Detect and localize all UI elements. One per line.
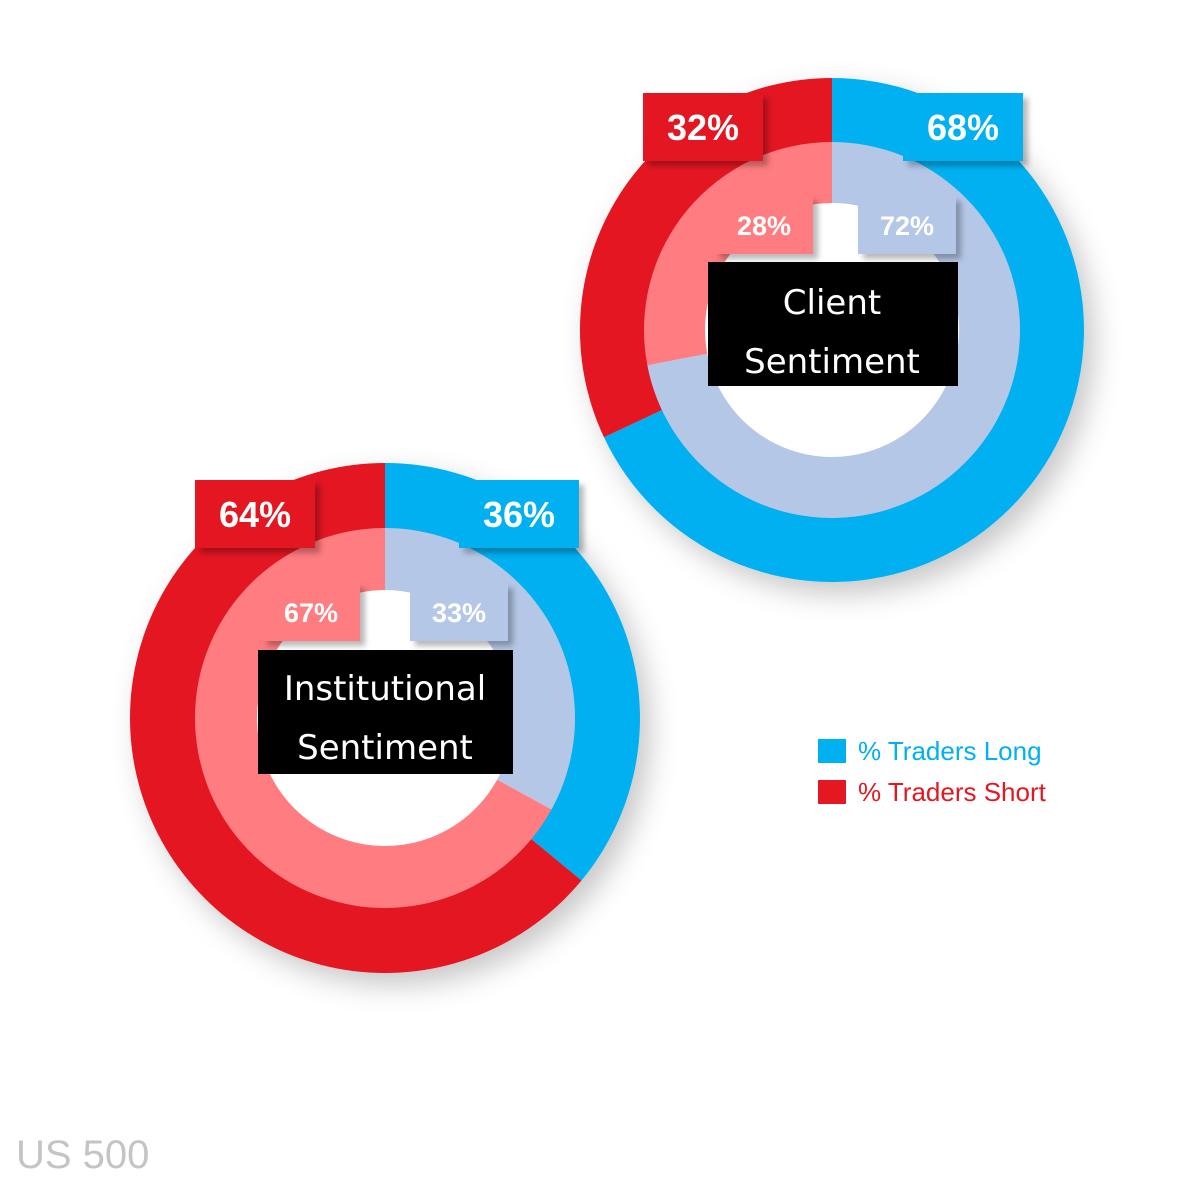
legend-label-long: % Traders Long (858, 736, 1042, 766)
client-outer-long-label-box (903, 93, 1023, 161)
institutional-outer-long-label-box (459, 480, 579, 548)
client-outer-long-label: 68% (927, 107, 999, 148)
institutional-inner-long-label-box (410, 583, 508, 641)
client-center-title-line-1: Client (783, 283, 881, 323)
client-inner-short-label: 28% (737, 211, 791, 241)
client-center-title-box (708, 262, 958, 386)
donut-client: Client Sentiment 68% 32% 72% 28% (580, 78, 1084, 582)
client-outer-ring (580, 78, 1084, 582)
client-inner-long-label-box (858, 196, 956, 254)
institutional-outer-short-label: 64% (219, 494, 291, 535)
client-center-title-line-2: Sentiment (744, 342, 920, 382)
client-outer-short-label-box (643, 93, 763, 161)
institutional-inner-long-label: 33% (432, 598, 486, 628)
institutional-outer-long-slice (385, 463, 641, 881)
donut-charts-group: Client Sentiment 68% 32% 72% 28% Institutional… (130, 78, 1084, 973)
legend-swatch-long (818, 739, 846, 763)
institutional-center-title-line-2: Sentiment (297, 728, 473, 768)
institutional-outer-short-label-box (195, 480, 315, 548)
donut-institutional: Institutional Sentiment 36% 64% 33% 67% (130, 463, 641, 973)
institutional-outer-short-slice (130, 463, 582, 973)
client-outer-short-slice (580, 78, 832, 438)
institutional-inner-short-label: 67% (284, 598, 338, 628)
institutional-outer-ring (130, 463, 641, 973)
legend: % Traders Long % Traders Short (818, 736, 1047, 807)
client-inner-short-label-box (715, 196, 813, 254)
institutional-inner-short-label-box (262, 583, 360, 641)
legend-label-short: % Traders Short (858, 777, 1047, 807)
institutional-outer-long-label: 36% (483, 494, 555, 535)
institutional-center-title-line-1: Institutional (284, 669, 486, 709)
client-outer-short-label: 32% (667, 107, 739, 148)
institutional-center-title-box (258, 650, 513, 774)
footer-instrument-label: US 500 (16, 1133, 149, 1177)
client-inner-long-label: 72% (880, 211, 934, 241)
legend-swatch-short (818, 780, 846, 804)
